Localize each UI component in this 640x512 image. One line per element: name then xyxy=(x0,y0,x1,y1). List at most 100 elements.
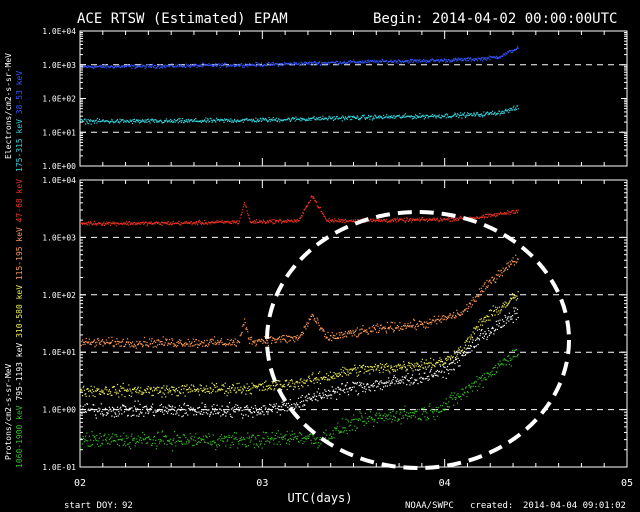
data-point xyxy=(191,65,193,67)
data-point xyxy=(193,436,196,438)
data-point xyxy=(317,400,319,402)
data-point xyxy=(322,214,325,216)
data-point xyxy=(292,221,294,223)
data-point xyxy=(380,324,382,326)
data-point xyxy=(115,393,117,395)
data-point xyxy=(374,328,376,330)
data-point xyxy=(150,66,152,68)
data-point xyxy=(213,384,215,386)
data-point xyxy=(291,403,293,406)
data-point xyxy=(153,415,156,417)
data-point xyxy=(128,65,130,67)
data-point xyxy=(136,341,138,343)
data-point xyxy=(491,314,493,316)
data-point xyxy=(252,64,254,66)
data-point xyxy=(421,413,423,415)
data-point xyxy=(482,114,484,116)
data-point xyxy=(502,112,504,115)
data-point xyxy=(192,338,194,340)
data-point xyxy=(263,414,265,416)
data-point xyxy=(98,343,100,345)
data-point xyxy=(164,409,166,411)
data-point xyxy=(273,63,275,66)
data-point xyxy=(394,322,396,324)
data-point xyxy=(210,411,212,413)
data-point xyxy=(142,119,144,121)
data-point xyxy=(351,332,353,334)
data-point xyxy=(162,392,164,394)
data-point xyxy=(268,440,270,442)
data-point xyxy=(274,434,276,436)
data-point xyxy=(83,441,85,443)
data-point xyxy=(143,65,145,67)
data-point xyxy=(212,413,214,415)
data-point xyxy=(465,307,467,310)
data-point xyxy=(381,220,383,222)
data-point xyxy=(475,381,477,383)
data-point xyxy=(259,412,261,414)
data-point xyxy=(292,337,294,339)
data-point xyxy=(186,443,188,445)
data-point xyxy=(277,120,279,122)
data-point xyxy=(86,403,89,405)
data-point xyxy=(297,397,300,399)
data-point xyxy=(507,355,509,357)
data-point xyxy=(206,436,208,439)
data-point xyxy=(329,434,331,436)
data-point xyxy=(283,220,285,222)
data-point xyxy=(100,445,102,447)
data-point xyxy=(113,66,115,69)
data-point xyxy=(389,384,391,386)
data-point xyxy=(230,408,233,410)
data-point xyxy=(180,440,182,442)
data-point xyxy=(440,217,442,219)
data-point xyxy=(436,59,438,61)
data-point xyxy=(219,388,221,390)
data-point xyxy=(386,381,388,383)
data-point xyxy=(377,219,379,221)
data-point xyxy=(485,286,487,288)
data-point xyxy=(200,222,202,224)
data-point xyxy=(443,363,445,365)
data-point xyxy=(393,331,395,333)
data-point xyxy=(500,309,502,311)
data-point xyxy=(127,436,129,438)
data-point xyxy=(480,114,482,116)
data-point xyxy=(237,223,239,225)
data-point xyxy=(150,119,152,121)
data-point xyxy=(153,340,156,342)
data-point xyxy=(230,222,232,224)
data-point xyxy=(115,341,117,343)
data-point xyxy=(502,267,504,269)
data-point xyxy=(308,63,310,65)
data-point xyxy=(145,119,147,121)
data-point xyxy=(453,404,455,406)
data-point xyxy=(317,62,319,64)
data-point xyxy=(97,411,99,413)
data-point xyxy=(93,122,95,124)
data-point xyxy=(512,296,514,298)
data-point xyxy=(242,389,244,391)
data-point xyxy=(273,443,275,445)
data-point xyxy=(498,310,500,312)
data-point xyxy=(208,344,210,346)
data-point xyxy=(391,322,393,324)
data-point xyxy=(488,281,490,283)
data-point xyxy=(94,409,96,411)
data-point xyxy=(382,117,384,119)
data-point xyxy=(309,433,311,435)
data-point xyxy=(347,333,349,335)
data-point xyxy=(106,437,108,439)
data-point xyxy=(237,340,239,342)
data-point xyxy=(292,64,294,66)
data-point xyxy=(432,364,434,366)
data-point xyxy=(411,364,413,366)
data-point xyxy=(422,367,424,369)
data-point xyxy=(512,261,514,263)
data-point xyxy=(342,337,344,339)
data-point xyxy=(172,121,174,123)
data-point xyxy=(227,439,229,441)
data-point xyxy=(294,404,296,406)
data-point xyxy=(380,219,382,221)
data-point xyxy=(320,64,322,66)
